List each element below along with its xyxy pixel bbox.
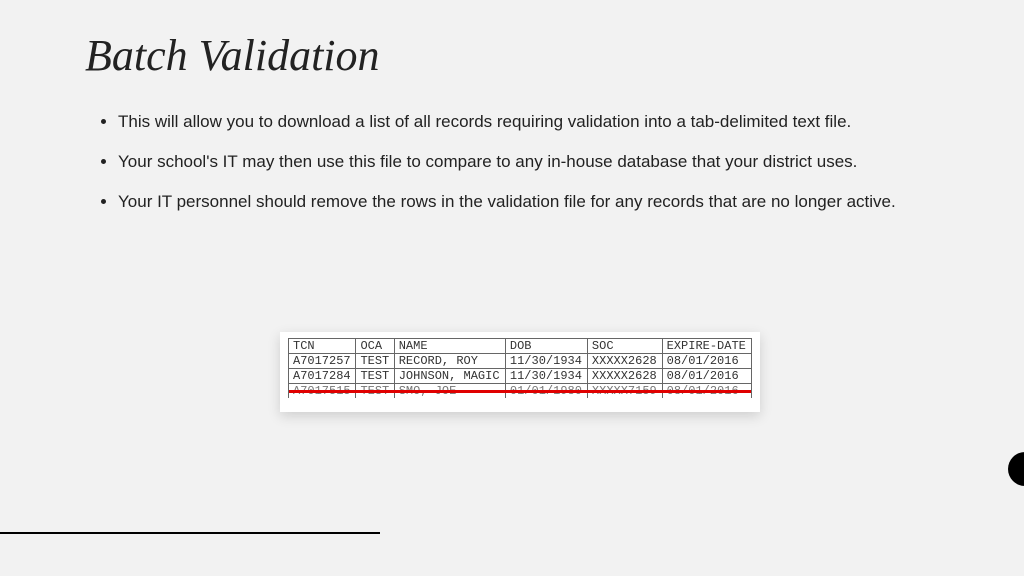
col-exp: EXPIRE-DATE (662, 339, 751, 354)
bullet-item: Your IT personnel should remove the rows… (118, 190, 940, 214)
validation-table: TCN OCA NAME DOB SOC EXPIRE-DATE A701725… (288, 338, 752, 398)
col-oca: OCA (356, 339, 394, 354)
validation-table-image: TCN OCA NAME DOB SOC EXPIRE-DATE A701725… (280, 332, 760, 412)
bullet-list: This will allow you to download a list o… (100, 110, 940, 229)
bullet-item: This will allow you to download a list o… (118, 110, 940, 134)
slide-title: Batch Validation (85, 30, 380, 81)
col-name: NAME (394, 339, 505, 354)
bullet-item: Your school's IT may then use this file … (118, 150, 940, 174)
decorative-underline (0, 532, 380, 534)
col-dob: DOB (505, 339, 587, 354)
decorative-dot (1008, 452, 1024, 486)
strike-line (289, 390, 751, 393)
table-header-row: TCN OCA NAME DOB SOC EXPIRE-DATE (289, 339, 752, 354)
col-tcn: TCN (289, 339, 356, 354)
table-row: A7017284 TEST JOHNSON, MAGIC 11/30/1934 … (289, 369, 752, 384)
table-row: A7017257 TEST RECORD, ROY 11/30/1934 XXX… (289, 354, 752, 369)
col-soc: SOC (587, 339, 662, 354)
